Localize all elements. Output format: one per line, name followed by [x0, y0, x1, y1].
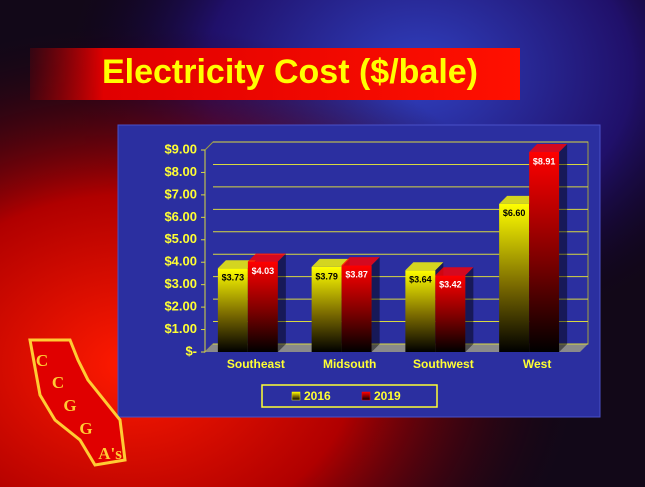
- bar-side: [559, 144, 567, 352]
- legend-swatch: [292, 392, 300, 400]
- x-tick-label: Southeast: [227, 357, 285, 371]
- legend-label: 2019: [374, 389, 401, 403]
- y-tick-label: $8.00: [164, 164, 197, 179]
- x-tick-label: West: [523, 357, 551, 371]
- y-tick-label: $-: [185, 343, 197, 358]
- bar-side: [372, 257, 380, 352]
- logo-letter: C: [36, 351, 48, 370]
- y-tick-label: $4.00: [164, 254, 197, 269]
- y-tick-label: $2.00: [164, 299, 197, 314]
- logo-letter: C: [52, 373, 64, 392]
- page: {"chart_data": { "type": "bar", "title":…: [0, 0, 645, 487]
- y-tick-label: $5.00: [164, 231, 197, 246]
- data-label: $3.42: [439, 280, 462, 290]
- y-tick-label: $3.00: [164, 276, 197, 291]
- logo-letter: A's: [98, 444, 122, 463]
- data-label: $3.73: [222, 273, 245, 283]
- data-label: $3.64: [409, 275, 432, 285]
- logo-letter: G: [79, 419, 92, 438]
- y-tick-label: $1.00: [164, 321, 197, 336]
- y-tick-label: $7.00: [164, 186, 197, 201]
- legend-swatch: [362, 392, 370, 400]
- x-tick-label: Midsouth: [323, 357, 376, 371]
- y-tick-label: $6.00: [164, 209, 197, 224]
- y-tick-label: $9.00: [164, 141, 197, 156]
- data-label: $3.79: [315, 271, 338, 281]
- data-label: $4.03: [252, 266, 275, 276]
- bar-group: [529, 144, 567, 352]
- bar: [529, 152, 559, 352]
- data-label: $3.87: [345, 270, 368, 280]
- x-tick-label: Southwest: [413, 357, 474, 371]
- chart-title: Electricity Cost ($/bale): [102, 53, 478, 91]
- data-label: $8.91: [533, 156, 556, 166]
- legend-label: 2016: [304, 389, 331, 403]
- data-label: $6.60: [503, 208, 526, 218]
- logo-letter: G: [63, 396, 76, 415]
- bar: [499, 204, 529, 352]
- bar-side: [465, 267, 473, 352]
- bar-side: [278, 254, 286, 352]
- slide: Electricity Cost ($/bale) CCGGA's $-$1.0…: [0, 0, 645, 487]
